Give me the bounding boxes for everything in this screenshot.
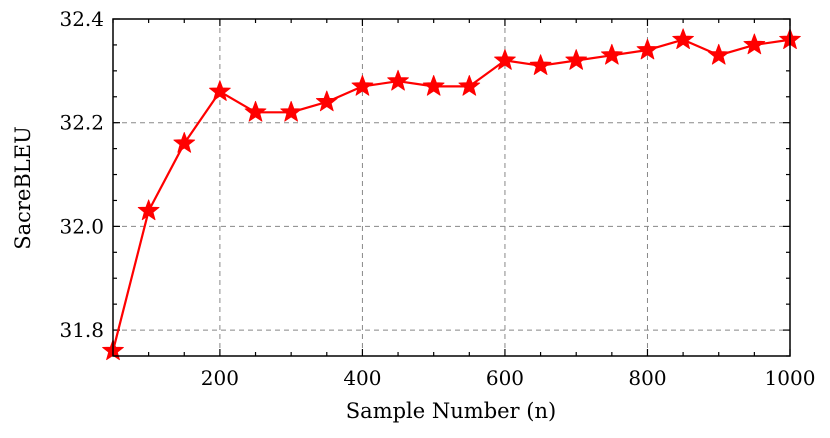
data-point-star [529, 54, 552, 75]
series-layer [102, 28, 801, 361]
y-tick-label: 32.2 [59, 111, 104, 135]
data-point-star [315, 90, 338, 112]
x-axis-label: Sample Number (n) [346, 399, 556, 423]
axis-ticks [112, 18, 791, 357]
y-tick-label: 32.0 [59, 214, 104, 238]
y-axis-label: SacreBLEU [11, 126, 35, 250]
tick-labels: 200 400 600 800 1000 31.8 32.0 32.2 32.4 [59, 7, 815, 390]
data-point-star [422, 75, 445, 96]
data-point-star [280, 100, 303, 122]
data-point-star [458, 75, 481, 96]
plot-frame [112, 18, 791, 357]
data-point-star [137, 199, 160, 221]
data-point-star [173, 132, 196, 153]
x-tick-label: 400 [343, 366, 381, 390]
data-point-star [244, 100, 267, 122]
y-tick-label: 32.4 [59, 7, 104, 31]
data-point-star [636, 38, 659, 60]
data-point-star [600, 43, 623, 65]
data-point-star [565, 49, 588, 70]
data-point-star [494, 49, 516, 70]
series-line [111, 38, 791, 352]
x-tick-label: 1000 [765, 366, 816, 390]
data-point-star [707, 43, 730, 65]
data-point-star [672, 28, 694, 50]
data-point-star [387, 69, 409, 91]
data-point-star [351, 75, 374, 96]
x-tick-label: 800 [628, 366, 666, 390]
data-point-star [209, 80, 231, 101]
y-tick-label: 31.8 [59, 318, 104, 342]
x-tick-label: 200 [201, 366, 239, 390]
grid-lines [113, 19, 790, 356]
x-tick-label: 600 [486, 366, 524, 390]
data-point-star [743, 33, 766, 55]
